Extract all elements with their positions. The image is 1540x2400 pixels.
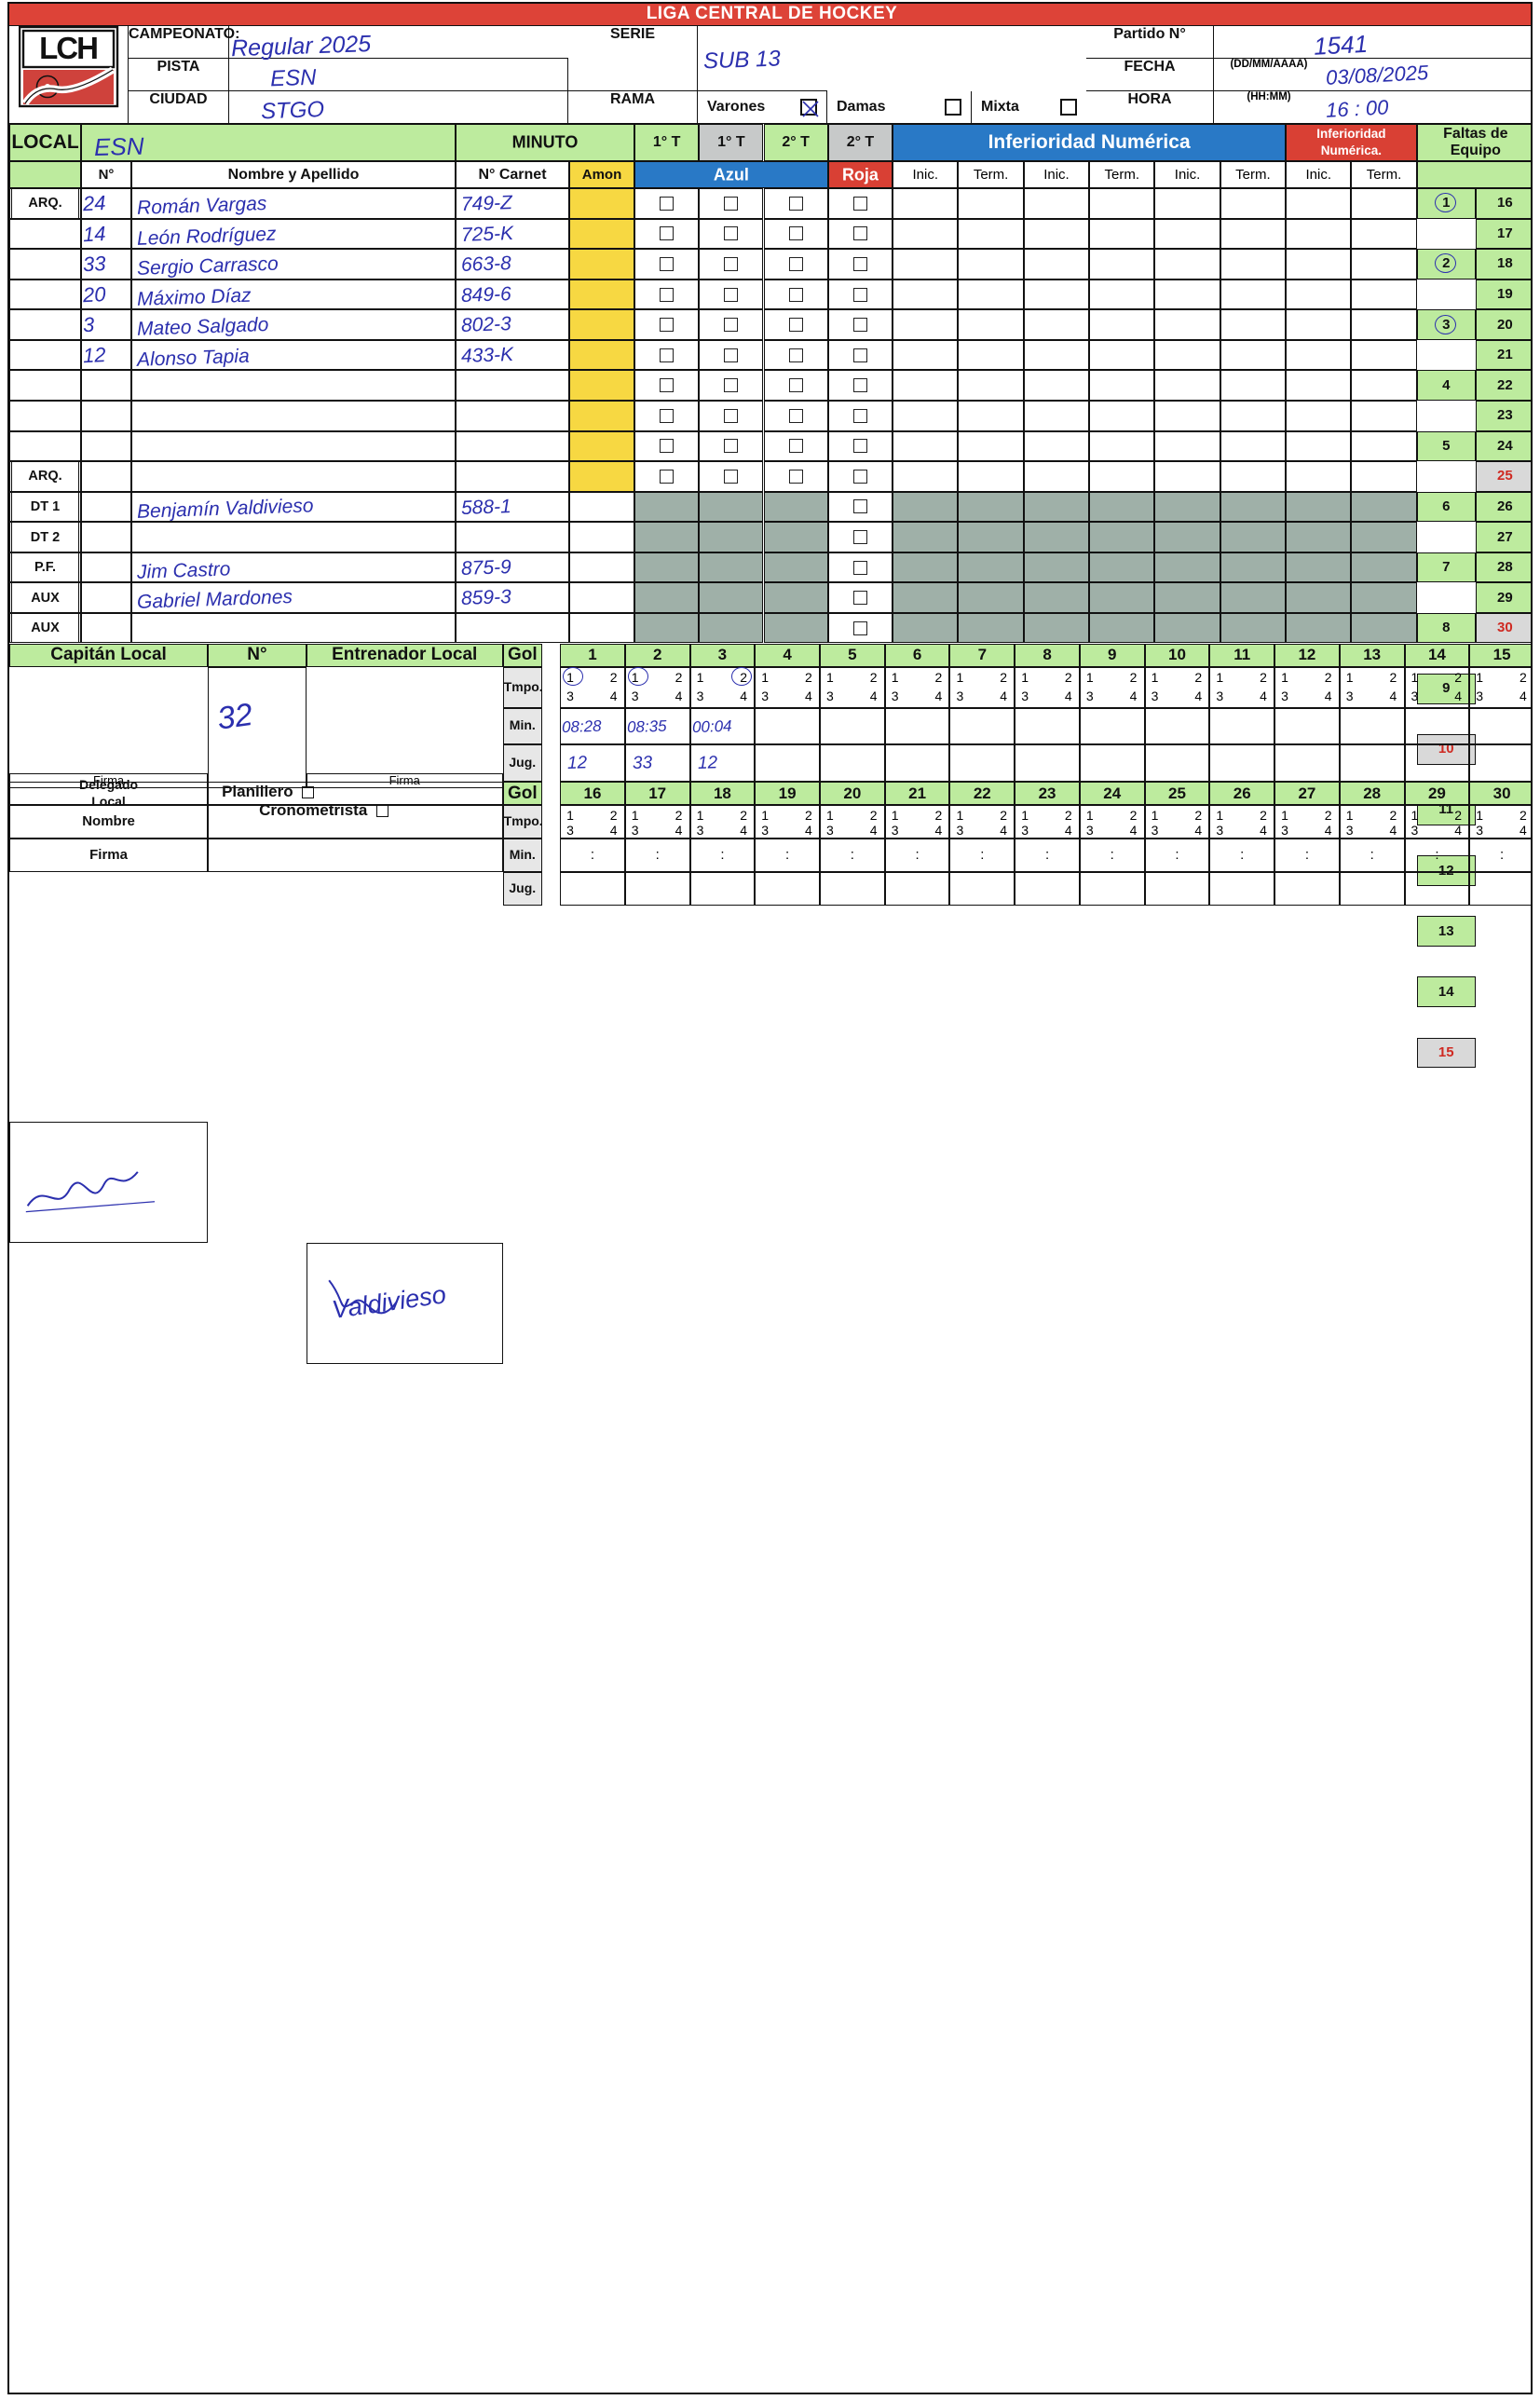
svg-text:LCH: LCH — [39, 31, 97, 65]
svg-text:Valdivieso: Valdivieso — [330, 1279, 447, 1324]
